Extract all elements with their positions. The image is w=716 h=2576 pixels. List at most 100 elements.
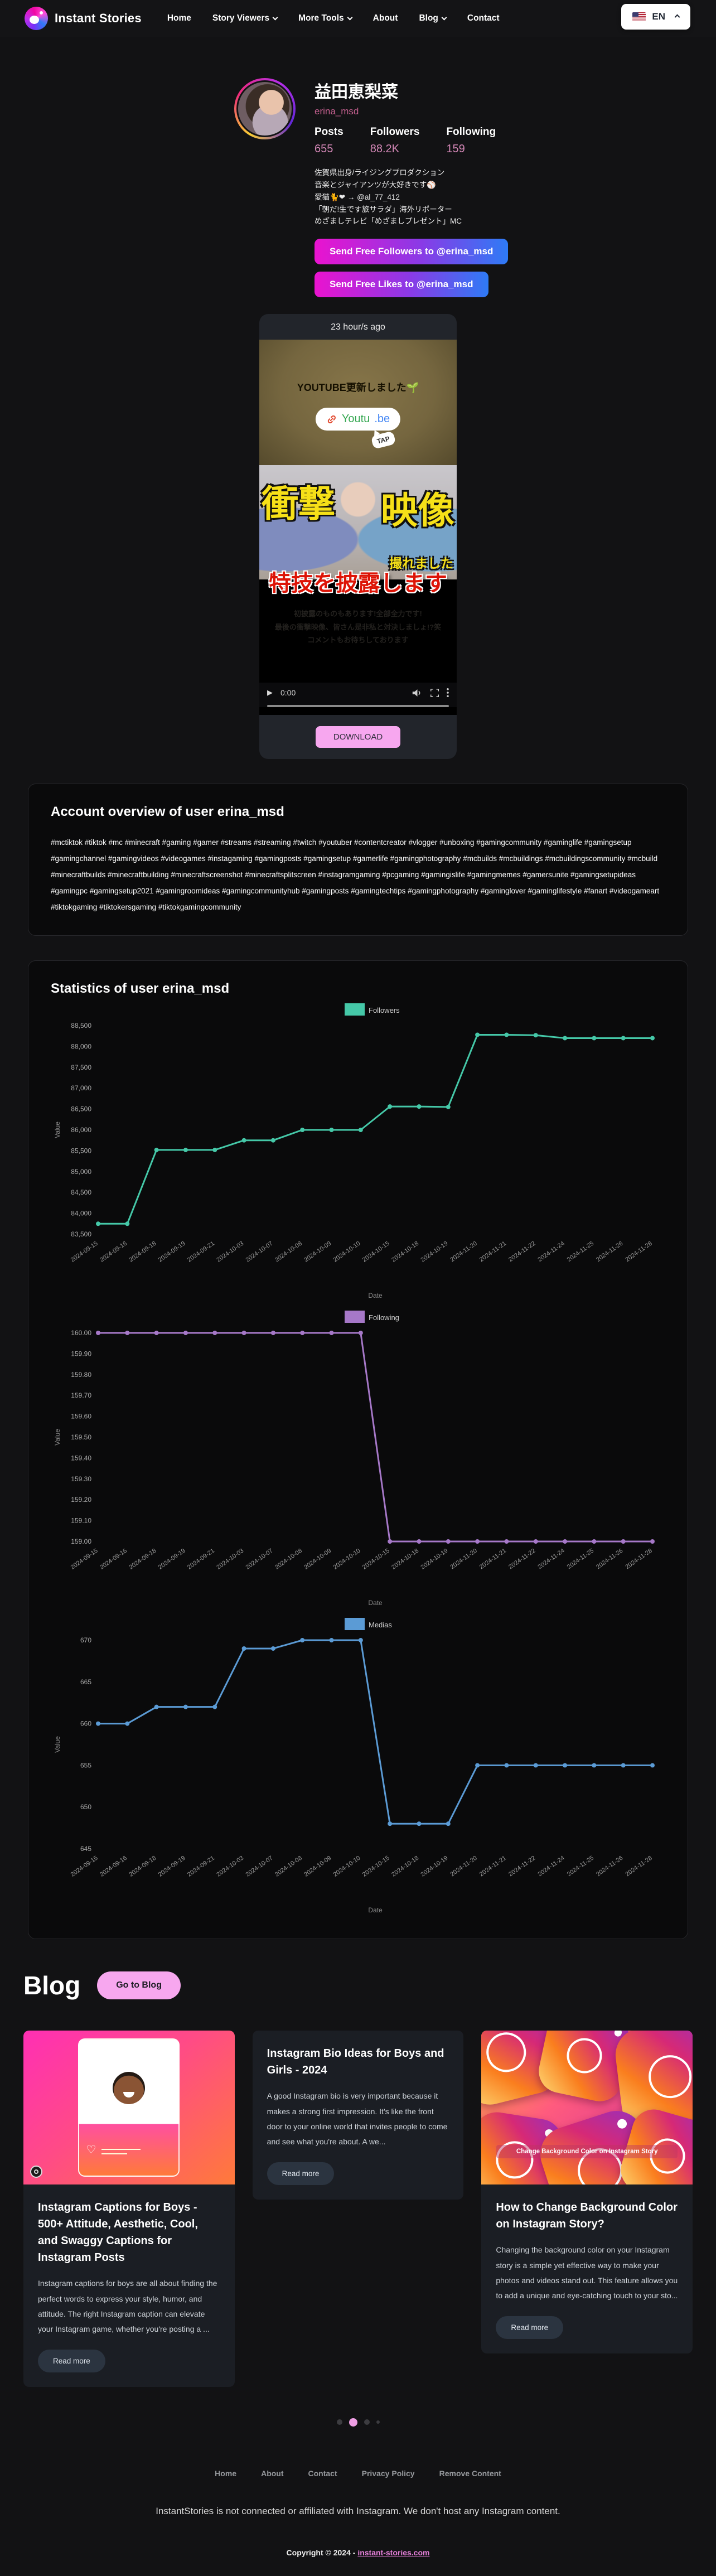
svg-text:2024-11-28: 2024-11-28 [624,1548,653,1571]
brand-title[interactable]: Instant Stories [55,11,142,25]
carousel-dot[interactable] [364,2419,370,2425]
blog-card-1-read-more[interactable]: Read more [38,2349,105,2372]
nav-item-label: Blog [419,13,438,23]
video-caption-scene: 特技を披露します 初披露のものもあります!全部全力です! 最後の衝撃映像、皆さん… [259,571,457,683]
svg-text:85,000: 85,000 [71,1168,91,1176]
video-progress[interactable] [259,703,457,708]
footer-link-about[interactable]: About [261,2468,284,2478]
svg-text:2024-11-21: 2024-11-21 [478,1855,507,1878]
send-followers-button[interactable]: Send Free Followers to @erina_msd [315,239,509,265]
instagram-post-mockup: ♡ [78,2038,180,2177]
svg-text:2024-09-15: 2024-09-15 [70,1240,99,1264]
blog-card-3-excerpt: Changing the background color on your In… [496,2245,678,2300]
stat-value: 159 [446,143,465,155]
nav-item-label: Contact [467,13,500,23]
stat-value: 655 [315,143,333,155]
svg-text:84,000: 84,000 [71,1210,91,1217]
play-icon[interactable]: ▶ [267,688,273,697]
svg-text:Value: Value [54,1429,61,1446]
download-button[interactable]: DOWNLOAD [316,726,400,748]
story-video[interactable]: YOUTUBE更新しました🌱 Youtu .be TAP 衝撃 映像 撮れました … [259,340,457,716]
svg-text:Value: Value [54,1736,61,1753]
carousel-dots [0,2418,716,2427]
svg-text:670: 670 [80,1636,91,1644]
logo-icon[interactable] [25,7,48,30]
blog-card-3[interactable]: Change Background Color on Instagram Sto… [481,2031,693,2353]
footer-link-home[interactable]: Home [215,2468,237,2478]
svg-text:2024-10-08: 2024-10-08 [274,1240,303,1264]
svg-text:2024-09-18: 2024-09-18 [128,1548,157,1571]
footer-link-contact[interactable]: Contact [308,2468,337,2478]
svg-text:2024-10-03: 2024-10-03 [215,1240,245,1264]
header: Instant Stories Home Story Viewers More To… [0,0,716,37]
carousel-dot-active[interactable] [349,2418,357,2427]
svg-text:2024-09-16: 2024-09-16 [99,1548,128,1571]
language-selector[interactable]: EN [621,4,690,30]
svg-text:2024-10-03: 2024-10-03 [215,1855,245,1878]
send-likes-button[interactable]: Send Free Likes to @erina_msd [315,272,488,298]
nav-item-home[interactable]: Home [167,13,191,23]
nav-item-more-tools[interactable]: More Tools [298,13,353,23]
go-to-blog-button[interactable]: Go to Blog [97,1971,181,2000]
nav-item-blog[interactable]: Blog [419,13,447,23]
svg-text:2024-09-19: 2024-09-19 [157,1548,187,1571]
svg-text:2024-11-24: 2024-11-24 [536,1548,565,1571]
carousel-dot[interactable] [336,2419,342,2425]
hashtags-text: #mctiktok #tiktok #mc #minecraft #gaming… [51,838,660,912]
profile-bio: 佐賀県出身/ライジングプロダクション 音楽とジャイアンツが大好きです⚾ 愛猫🐈❤ →… [315,167,508,228]
avatar[interactable] [236,80,293,137]
footer-link-remove-content[interactable]: Remove Content [439,2468,501,2478]
volume-icon[interactable] [412,689,423,697]
svg-text:2024-10-07: 2024-10-07 [245,1855,274,1878]
copyright-text: Copyright © 2024 - [286,2548,358,2557]
caption-line: 初披露のものもあります!全部全力です! [294,610,422,618]
svg-text:2024-11-22: 2024-11-22 [507,1240,536,1264]
svg-text:2024-09-21: 2024-09-21 [186,1548,216,1571]
svg-text:2024-10-07: 2024-10-07 [245,1240,274,1264]
svg-text:2024-11-24: 2024-11-24 [536,1855,565,1878]
svg-text:2024-10-19: 2024-10-19 [420,1855,449,1878]
youtube-link-pill[interactable]: Youtu .be [315,408,401,431]
fullscreen-icon[interactable] [430,688,439,697]
chevron-down-icon [272,15,278,21]
svg-text:Following: Following [369,1313,399,1322]
video-top-scene: YOUTUBE更新しました🌱 Youtu .be TAP [259,340,457,466]
video-letterbox [259,707,457,716]
svg-text:159.50: 159.50 [71,1433,91,1441]
svg-text:2024-11-25: 2024-11-25 [566,1855,595,1878]
more-options-icon[interactable] [447,688,449,698]
blog-card-2[interactable]: Instagram Bio Ideas for Boys and Girls -… [252,2031,464,2200]
svg-text:2024-10-09: 2024-10-09 [303,1240,332,1264]
chevron-down-icon [441,15,447,21]
svg-text:2024-10-10: 2024-10-10 [332,1240,362,1264]
footer-link-privacy-policy[interactable]: Privacy Policy [361,2468,415,2478]
blog-card-1-image: ♡ [23,2031,235,2185]
nav-item-label: Story Viewers [212,13,270,23]
nav-item-label: Home [167,13,191,23]
svg-text:2024-10-10: 2024-10-10 [332,1855,362,1878]
footer-disclaimer: InstantStories is not connected or affil… [156,2505,560,2516]
video-big-text-1: 衝撃 [262,483,335,525]
footer-links: Home About Contact Privacy Policy Remove Con… [0,2469,716,2478]
svg-text:2024-10-07: 2024-10-07 [245,1548,274,1571]
carousel-dot[interactable] [376,2420,380,2424]
svg-text:2024-11-22: 2024-11-22 [507,1855,536,1878]
blog-card-1[interactable]: ♡ Instagram Captions for Boys - 500+ Att… [23,2031,235,2387]
blog-card-2-read-more[interactable]: Read more [267,2162,335,2185]
blog-card-3-read-more[interactable]: Read more [496,2316,564,2339]
nav-item-contact[interactable]: Contact [467,13,500,23]
blog-section: Blog Go to Blog ♡ Instagram Captions for… [23,1970,693,2387]
svg-text:2024-09-21: 2024-09-21 [186,1240,216,1264]
svg-text:2024-10-18: 2024-10-18 [390,1855,420,1878]
svg-text:2024-10-18: 2024-10-18 [390,1240,420,1264]
svg-text:2024-11-25: 2024-11-25 [566,1548,595,1571]
nav-item-story-viewers[interactable]: Story Viewers [212,13,278,23]
profile-name: 益田恵梨菜 [315,83,398,102]
nav-item-about[interactable]: About [373,13,398,23]
profile-stat-following: Following 159 [446,126,496,156]
stat-label: Posts [315,126,344,138]
svg-text:645: 645 [80,1845,91,1853]
blog-card-1-excerpt: Instagram captions for boys are all abou… [38,2279,217,2334]
copyright-link[interactable]: instant-stories.com [357,2548,430,2557]
footer: Home About Contact Privacy Policy Remove Con… [0,2387,716,2576]
